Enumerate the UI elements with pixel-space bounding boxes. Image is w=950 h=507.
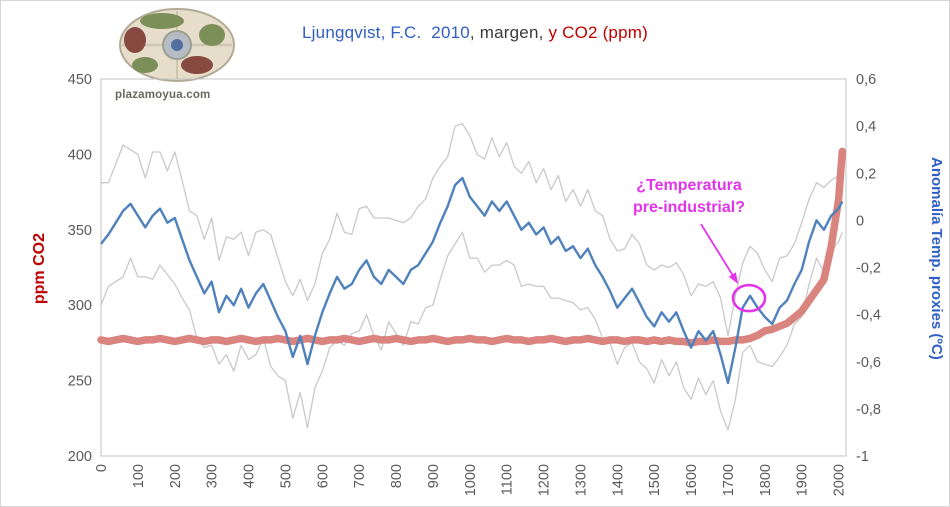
x-tick-label: 1400 (610, 464, 626, 496)
right-tick-label: -1 (856, 449, 869, 465)
x-tick-label: 500 (278, 464, 294, 488)
chart-title-margin: , margen, (469, 23, 549, 42)
x-tick-label: 1000 (463, 464, 479, 496)
plazamoyua-logo: plazamoyua.com (115, 7, 243, 101)
x-tick-label: 1100 (500, 464, 516, 495)
x-tick-label: 700 (352, 464, 368, 488)
left-tick-label: 250 (68, 374, 92, 390)
plot-border (100, 78, 847, 457)
x-tick-label: 900 (426, 464, 442, 488)
chart-title-author: Ljungqvist, F.C. 2010 (302, 23, 470, 42)
annotation-arrowhead-icon (728, 272, 739, 284)
x-tick-label: 600 (315, 464, 331, 488)
temperature-line (100, 176, 844, 385)
x-tick-label: 1300 (573, 464, 589, 496)
right-tick-label: -0,8 (856, 402, 881, 418)
left-tick-label: 200 (68, 449, 92, 465)
x-tick-label: 300 (205, 464, 221, 488)
left-tick-label: 350 (68, 223, 92, 239)
right-tick-label: 0 (856, 213, 864, 229)
x-tick-label: 800 (389, 464, 405, 488)
logo-caption: plazamoyua.com (115, 89, 211, 101)
x-tick-label: 100 (131, 464, 147, 488)
chart-title-co2: y CO2 (ppm) (548, 23, 648, 42)
annotation-text-line2: pre-industrial? (633, 199, 745, 216)
right-tick-label: 0,2 (856, 166, 876, 182)
right-tick-label: -0,2 (856, 261, 881, 277)
annotation-circle (731, 283, 767, 313)
logo-emblem-icon (119, 8, 235, 82)
x-tick-label: 1500 (647, 464, 663, 496)
chart-title: Ljungqvist, F.C. 2010, margen, y CO2 (pp… (1, 23, 949, 43)
left-tick-label: 450 (68, 72, 92, 88)
annotation-text-line1: ¿Temperatura (636, 177, 742, 194)
x-tick-label: 1600 (684, 464, 700, 496)
co2-line (97, 147, 847, 347)
right-tick-label: -0,6 (856, 355, 881, 371)
x-tick-label: 1800 (758, 464, 774, 496)
left-tick-label: 400 (68, 147, 92, 163)
x-tick-label: 1200 (537, 464, 553, 496)
left-tick-label: 300 (68, 298, 92, 314)
annotation-arrow-line (700, 223, 738, 283)
x-tick-label: 1900 (795, 464, 811, 496)
x-tick-label: 2000 (832, 464, 848, 496)
margin-lower-line (100, 231, 843, 431)
right-tick-label: 0,4 (856, 119, 876, 135)
x-tick-label: 400 (242, 464, 258, 488)
margin-upper-line (101, 123, 843, 337)
right-tick-label: 0,6 (856, 72, 876, 88)
x-tick-label: 200 (168, 464, 184, 488)
x-tick-label: 1700 (721, 464, 737, 496)
right-tick-label: -0,4 (856, 308, 881, 324)
x-tick-label: 0 (94, 464, 110, 472)
